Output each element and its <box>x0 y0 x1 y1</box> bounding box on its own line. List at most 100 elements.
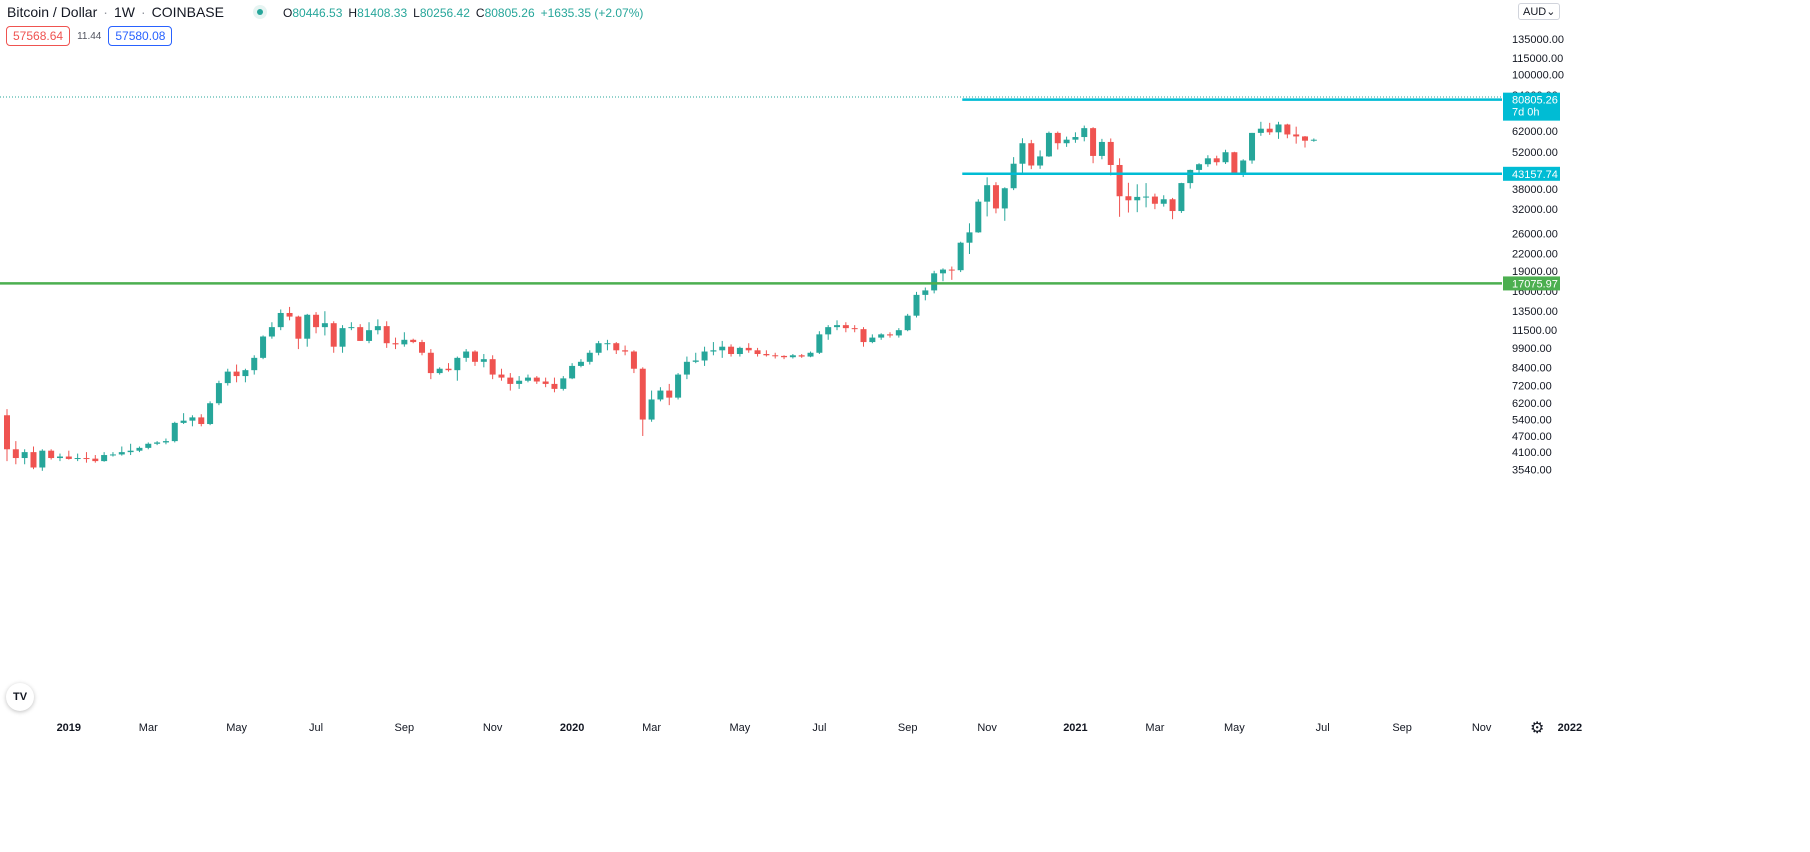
candle-body <box>1037 156 1044 166</box>
candle-body <box>1098 141 1105 156</box>
candle-body <box>851 328 858 330</box>
candle-body <box>701 351 708 361</box>
price-tick-label: 11500.00 <box>1512 325 1557 337</box>
candle <box>471 350 478 366</box>
candle-body <box>1054 132 1061 144</box>
symbol-name[interactable]: Bitcoin / Dollar <box>7 4 98 20</box>
market-status-icon[interactable] <box>253 5 267 19</box>
close-label: C <box>475 6 485 20</box>
interval[interactable]: 1W <box>113 4 135 20</box>
time-tick-label: May <box>226 722 247 734</box>
candle-body <box>321 323 328 328</box>
symbol-header[interactable]: Bitcoin / Dollar · 1W · COINBASE <box>7 4 224 20</box>
gear-icon[interactable]: ⚙ <box>1530 720 1545 737</box>
candle <box>604 339 611 351</box>
separator: · <box>103 4 108 20</box>
candle <box>763 350 770 357</box>
candle-body <box>12 449 19 459</box>
candle <box>719 340 726 358</box>
candle-body <box>842 325 849 329</box>
candle-body <box>207 403 214 425</box>
candle <box>330 321 337 353</box>
candle <box>268 322 275 339</box>
candle <box>366 322 373 344</box>
candle-body <box>339 328 346 347</box>
price-tick-label: 52000.00 <box>1512 147 1558 159</box>
candle <box>560 376 567 391</box>
candle-body <box>1266 128 1273 133</box>
candle-body <box>1275 124 1282 133</box>
candle-body <box>904 315 911 331</box>
tradingview-logo[interactable]: TV <box>6 683 34 711</box>
candle-body <box>948 269 955 271</box>
time-tick-label: Jul <box>812 722 826 734</box>
candle-body <box>162 441 169 443</box>
buy-button[interactable]: 57580.08 <box>108 26 173 46</box>
spread-value: 11.44 <box>77 30 102 42</box>
candle <box>39 449 46 471</box>
candle <box>489 355 496 380</box>
candle <box>1045 131 1052 157</box>
candle <box>639 367 646 436</box>
price-tick-label: 26000.00 <box>1512 229 1558 241</box>
candle <box>931 270 938 294</box>
candle <box>728 344 735 357</box>
candle <box>1275 121 1282 139</box>
candle-body <box>1169 199 1176 212</box>
sell-button[interactable]: 57568.64 <box>6 26 71 46</box>
candle <box>1310 138 1317 142</box>
candle-body <box>374 326 381 331</box>
price-label: 43157.74 <box>1512 169 1558 181</box>
candle <box>577 359 584 368</box>
candle-body <box>224 371 231 384</box>
open-label: O <box>283 6 293 20</box>
candle <box>233 364 240 383</box>
candle-body <box>798 355 805 357</box>
candle <box>1037 150 1044 169</box>
candle-body <box>1257 128 1264 133</box>
time-tick-label: 2022 <box>1558 722 1582 734</box>
time-tick-label: Mar <box>139 722 158 734</box>
countdown-label: 7d 0h <box>1512 107 1540 119</box>
candle <box>118 446 125 456</box>
candle-body <box>639 368 646 420</box>
candle-body <box>1293 134 1300 137</box>
time-axis: 2019 Mar May Jul Sep Nov 2020 Mar May Jul Sep Nov 20… <box>57 722 1583 734</box>
time-tick-label: Mar <box>1145 722 1164 734</box>
candle-body <box>931 273 938 291</box>
candle <box>781 355 788 360</box>
candle <box>1178 182 1185 213</box>
candle <box>895 328 902 338</box>
candle <box>992 182 999 214</box>
candle <box>842 322 849 333</box>
candle <box>1001 187 1008 221</box>
candle <box>65 450 72 460</box>
candle-body <box>992 185 999 209</box>
candle-body <box>551 383 558 389</box>
candle <box>692 352 699 364</box>
candle-body <box>348 327 355 329</box>
currency-label: AUD <box>1523 6 1547 18</box>
candle-body <box>427 352 434 374</box>
candle <box>357 324 364 341</box>
candle-body <box>171 422 178 442</box>
price-tick-label: 22000.00 <box>1512 248 1558 260</box>
price-label: 17075.97 <box>1512 278 1558 290</box>
currency-select[interactable]: AUD⌄ <box>1518 3 1561 20</box>
trade-panel: 57568.64 11.44 57580.08 <box>6 26 173 46</box>
candle <box>4 409 10 462</box>
candle-body <box>445 368 452 371</box>
candle <box>1231 151 1238 175</box>
time-tick-label: Jul <box>309 722 323 734</box>
candle <box>74 453 81 462</box>
candle-body <box>1284 124 1291 135</box>
candle <box>789 354 796 359</box>
exchange[interactable]: COINBASE <box>151 4 224 20</box>
candle-body <box>65 456 72 459</box>
candle-body <box>295 316 302 339</box>
candle <box>207 401 214 426</box>
candle <box>816 331 823 355</box>
candle-body <box>860 329 867 343</box>
candle <box>887 332 893 338</box>
